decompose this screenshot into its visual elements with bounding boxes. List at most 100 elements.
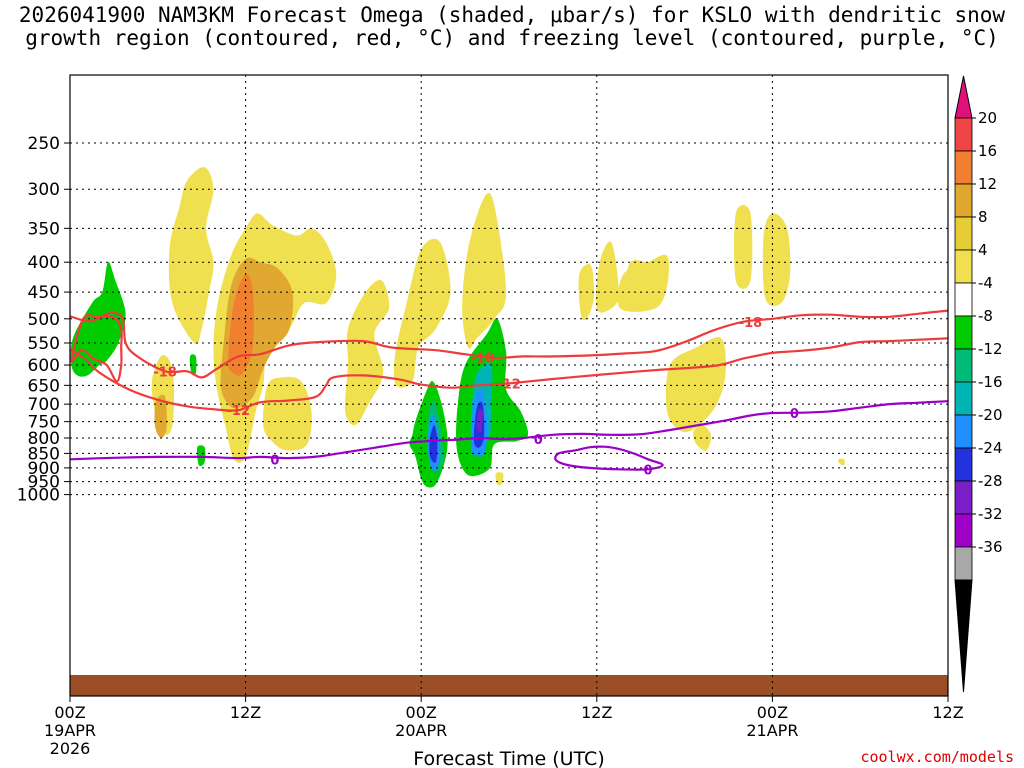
freezing-contour-label-zero-1: 0 bbox=[534, 433, 543, 448]
x-tick-sublabel2-0: 2026 bbox=[50, 739, 91, 758]
colorbar-swatch-0 bbox=[954, 117, 973, 152]
colorbar-label-0: 20 bbox=[978, 109, 997, 127]
x-tick-label-36: 12Z bbox=[581, 703, 612, 722]
title-line-2: growth region (contoured, red, °C) and f… bbox=[25, 26, 999, 50]
omega-region-y4 bbox=[263, 376, 312, 451]
omega-region-y14 bbox=[665, 337, 726, 433]
omega-region-o2 bbox=[154, 394, 167, 439]
x-tick-sublabel-0: 19APR bbox=[44, 721, 96, 740]
colorbar-swatch-6 bbox=[954, 315, 973, 350]
credit-text: coolwx.com/models bbox=[860, 748, 1014, 766]
dgz-contour-label-m12-lower-1: -12 bbox=[497, 377, 521, 392]
y-tick-label-550: 550 bbox=[28, 334, 60, 354]
omega-region-ytiny bbox=[495, 472, 504, 486]
omega-shading bbox=[70, 167, 1023, 488]
y-tick-label-750: 750 bbox=[28, 413, 60, 433]
colorbar-label-3: 8 bbox=[978, 208, 988, 226]
y-tick-label-1000: 1000 bbox=[17, 486, 60, 506]
freezing-contour-zero-loop bbox=[554, 445, 664, 471]
omega-region-y13 bbox=[762, 213, 791, 307]
y-tick-label-950: 950 bbox=[28, 473, 60, 493]
omega-region-gsmall bbox=[189, 354, 197, 376]
x-tick-sublabel-24: 20APR bbox=[395, 721, 447, 740]
y-axis: 2503003504004505005506006507007508008509… bbox=[17, 134, 70, 506]
colorbar-swatch-5 bbox=[954, 282, 973, 317]
y-tick-label-600: 600 bbox=[28, 356, 60, 376]
y-tick-label-400: 400 bbox=[28, 253, 60, 273]
omega-region-dark1 bbox=[228, 274, 254, 376]
colorbar-swatch-2 bbox=[954, 183, 973, 218]
colorbar-label-10: -24 bbox=[978, 439, 1003, 457]
title-line-1: 2026041900 NAM3KM Forecast Omega (shaded… bbox=[18, 3, 1006, 27]
dgz-contour-label-m18-upper-1: -18 bbox=[471, 351, 495, 366]
omega-region-y5 bbox=[344, 279, 390, 426]
freezing-contour-label-zero-2: 0 bbox=[790, 407, 799, 422]
x-tick-sublabel-48: 21APR bbox=[746, 721, 798, 740]
chart-title: 2026041900 NAM3KM Forecast Omega (shaded… bbox=[0, 4, 1024, 50]
dgz-contour-label-m18-upper-0: -18 bbox=[153, 365, 177, 380]
colorbar-swatch-4 bbox=[954, 249, 973, 284]
y-tick-label-800: 800 bbox=[28, 429, 60, 449]
colorbar-label-7: -12 bbox=[978, 340, 1003, 358]
colorbar-swatch-7 bbox=[954, 348, 973, 383]
omega-region-y12 bbox=[734, 205, 753, 289]
x-tick-label-24: 00Z bbox=[406, 703, 437, 722]
colorbar-label-6: -8 bbox=[978, 307, 993, 325]
colorbar-label-2: 12 bbox=[978, 175, 997, 193]
colorbar-swatch-13 bbox=[954, 546, 973, 581]
colorbar-swatch-10 bbox=[954, 447, 973, 482]
colorbar-swatch-3 bbox=[954, 216, 973, 251]
colorbar-label-1: 16 bbox=[978, 142, 997, 160]
y-tick-label-700: 700 bbox=[28, 395, 60, 415]
colorbar-label-9: -20 bbox=[978, 406, 1003, 424]
omega-region-p2 bbox=[476, 408, 483, 433]
colorbar-swatch-9 bbox=[954, 414, 973, 449]
colorbar-top-arrow bbox=[954, 75, 973, 119]
ground-layer bbox=[70, 675, 948, 696]
omega-region-y11 bbox=[624, 260, 654, 306]
x-axis-title: Forecast Time (UTC) bbox=[413, 748, 604, 768]
dgz-contour-m18-loop bbox=[70, 313, 123, 383]
y-tick-label-650: 650 bbox=[28, 376, 60, 396]
freezing-contour-label-zero-loop-0: 0 bbox=[643, 463, 652, 478]
colorbar-label-13: -36 bbox=[978, 538, 1003, 556]
freezing-contour-zero bbox=[70, 400, 948, 461]
colorbar-label-5: -4 bbox=[978, 274, 993, 292]
colorbar: 20 16 12 8 4 -4 -8 -12 -16 -20 -24 -28 -32 -36 bbox=[954, 75, 1003, 693]
omega-region-y7 bbox=[462, 192, 507, 349]
colorbar-swatch-8 bbox=[954, 381, 973, 416]
colorbar-bottom-arrow bbox=[954, 579, 973, 693]
y-tick-label-500: 500 bbox=[28, 310, 60, 330]
dgz-contour-label-m18-upper-2: -18 bbox=[739, 316, 763, 331]
omega-region-yfar bbox=[838, 458, 845, 466]
dgz-contour-label-m12-lower-0: -12 bbox=[227, 404, 251, 419]
x-tick-label-12: 12Z bbox=[230, 703, 261, 722]
omega-region-y15 bbox=[693, 424, 712, 451]
y-tick-label-250: 250 bbox=[28, 134, 60, 154]
dgz-contour-m18-upper bbox=[70, 309, 948, 379]
ground-fill bbox=[70, 675, 948, 696]
colorbar-label-8: -16 bbox=[978, 373, 1003, 391]
x-tick-label-60: 12Z bbox=[932, 703, 963, 722]
y-tick-label-300: 300 bbox=[28, 180, 60, 200]
colorbar-swatch-12 bbox=[954, 513, 973, 548]
y-tick-label-850: 850 bbox=[28, 444, 60, 464]
omega-region-gsmall2 bbox=[196, 445, 206, 467]
colorbar-label-12: -32 bbox=[978, 505, 1003, 523]
colorbar-swatch-1 bbox=[954, 150, 973, 185]
y-tick-label-900: 900 bbox=[28, 459, 60, 479]
omega-region-y1 bbox=[168, 167, 214, 344]
colorbar-label-11: -28 bbox=[978, 472, 1003, 490]
x-tick-label-0: 00Z bbox=[54, 703, 85, 722]
colorbar-swatch-11 bbox=[954, 480, 973, 515]
y-tick-label-350: 350 bbox=[28, 219, 60, 239]
omega-region-y9 bbox=[596, 241, 619, 313]
y-tick-label-450: 450 bbox=[28, 283, 60, 303]
x-tick-label-48: 00Z bbox=[757, 703, 788, 722]
colorbar-label-4: 4 bbox=[978, 241, 988, 259]
freezing-contour-label-zero-0: 0 bbox=[270, 453, 279, 468]
omega-region-g4 bbox=[1005, 372, 1023, 387]
